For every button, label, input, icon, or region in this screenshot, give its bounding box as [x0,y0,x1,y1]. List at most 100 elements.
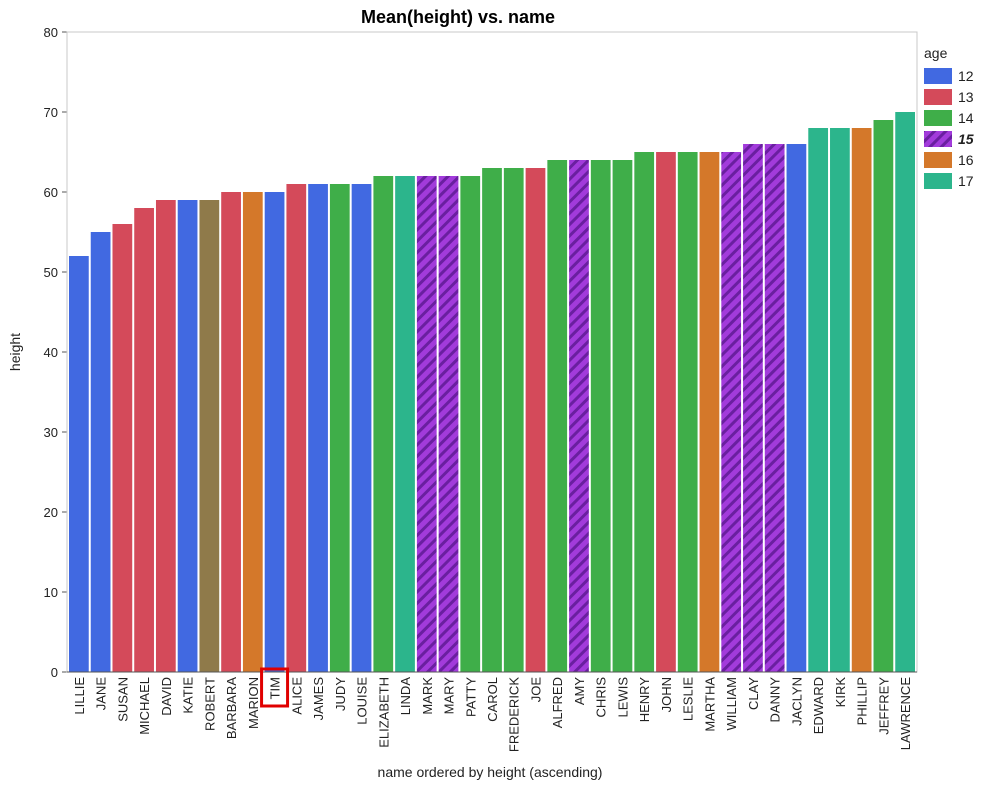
bar-jeffrey [873,120,894,672]
bar-kirk [830,128,850,672]
x-tick-label: MARK [420,677,435,715]
legend-swatch-14 [924,110,952,126]
y-tick-label: 10 [44,585,58,600]
bar-tim [264,192,285,672]
bar-amy [569,160,589,672]
x-tick-label: LINDA [398,677,413,716]
x-tick-label: LESLIE [681,677,696,721]
x-tick-label: ROBERT [202,677,217,731]
bar-joe [525,168,546,672]
bar-martha [699,152,720,672]
bar-james [308,184,328,672]
legend-label-16: 16 [958,152,974,168]
x-tick-label: ALFRED [550,677,565,728]
bar-phillip [851,128,872,672]
legend-swatch-16 [924,152,952,168]
x-tick-label: LOUISE [355,677,370,725]
bar-lawrence [895,112,915,672]
x-tick-label: JOE [528,677,543,703]
legend-swatch-12 [924,68,952,84]
x-tick-label: BARBARA [224,677,239,739]
x-tick-label: DAVID [159,677,174,716]
x-tick-label: ELIZABETH [376,677,391,748]
bar-susan [112,224,133,672]
x-tick-label: DANNY [768,677,783,723]
bar-barbara [221,192,241,672]
x-tick-label: HENRY [637,677,652,723]
bar-john [656,152,676,672]
legend-swatch-13 [924,89,952,105]
bar-chris [590,160,611,672]
bar-judy [329,184,350,672]
x-tick-label: AMY [572,677,587,706]
legend-items: 12 13 14 15 16 17 [924,68,974,189]
x-tick-label: JANE [94,677,109,711]
legend: age 12 13 14 15 16 17 [924,45,974,189]
bar-katie [177,200,198,672]
y-tick-label: 70 [44,105,58,120]
bar-mary [438,176,459,672]
legend-label-15: 15 [958,131,974,147]
bar-patty [460,176,481,672]
bar-lewis [612,160,633,672]
x-tick-label: LEWIS [615,677,630,718]
bar-william [721,152,742,672]
x-tick-label: CAROL [485,677,500,722]
x-tick-label: PHILLIP [855,677,870,725]
bar-jane [90,232,111,672]
y-tick-label: 0 [51,665,58,680]
x-tick-label: FREDERICK [507,677,522,752]
x-tick-label: JOHN [659,677,674,712]
y-axis-label: height [7,333,23,371]
x-tick-label: PATTY [463,677,478,717]
bar-michael [134,208,154,672]
x-tick-label: LAWRENCE [898,677,913,751]
legend-swatch-17 [924,173,952,189]
y-tick-label: 80 [44,25,58,40]
x-tick-label: CHRIS [594,677,609,718]
x-axis: LILLIE JANE SUSAN MICHAEL DAVID KATIE ROBERT BA… [67,667,917,752]
legend-label-14: 14 [958,110,974,126]
y-axis: 0 10 20 30 40 50 60 70 80 [44,25,68,680]
bar-jaclyn [786,144,807,672]
x-tick-label: JAMES [311,677,326,721]
x-tick-label: SUSAN [115,677,130,722]
bar-linda [395,176,415,672]
bar-david [155,200,176,672]
x-tick-label: CLAY [746,677,761,710]
legend-swatch-15 [924,131,952,147]
x-tick-label: ALICE [289,677,304,715]
y-tick-label: 30 [44,425,58,440]
bar-louise [351,184,372,672]
x-tick-label: MARION [246,677,261,729]
bar-alfred [547,160,568,672]
x-tick-label: LILLIE [72,677,87,715]
bar-carol [482,168,502,672]
bar-mark [416,176,437,672]
x-tick-label: KIRK [833,677,848,708]
legend-label-17: 17 [958,173,974,189]
x-tick-label: JEFFREY [876,677,891,735]
y-tick-label: 20 [44,505,58,520]
bar-danny [764,144,785,672]
y-tick-label: 60 [44,185,58,200]
x-tick-label: TIM [268,677,283,699]
x-tick-label: JACLYN [789,677,804,726]
chart-title: Mean(height) vs. name [361,7,555,27]
bar-marion [242,192,263,672]
x-tick-label: WILLIAM [724,677,739,730]
bar-elizabeth [373,176,394,672]
bar-frederick [503,168,524,672]
bar-clay [743,144,763,672]
highlight-box [260,667,290,708]
x-axis-label: name ordered by height (ascending) [378,764,603,780]
y-tick-label: 40 [44,345,58,360]
legend-label-12: 12 [958,68,974,84]
legend-label-13: 13 [958,89,974,105]
bar-alice [286,184,307,672]
x-tick-label: EDWARD [811,677,826,734]
x-tick-label: JUDY [333,677,348,711]
bars [69,112,915,672]
x-tick-label: MARTHA [702,677,717,732]
